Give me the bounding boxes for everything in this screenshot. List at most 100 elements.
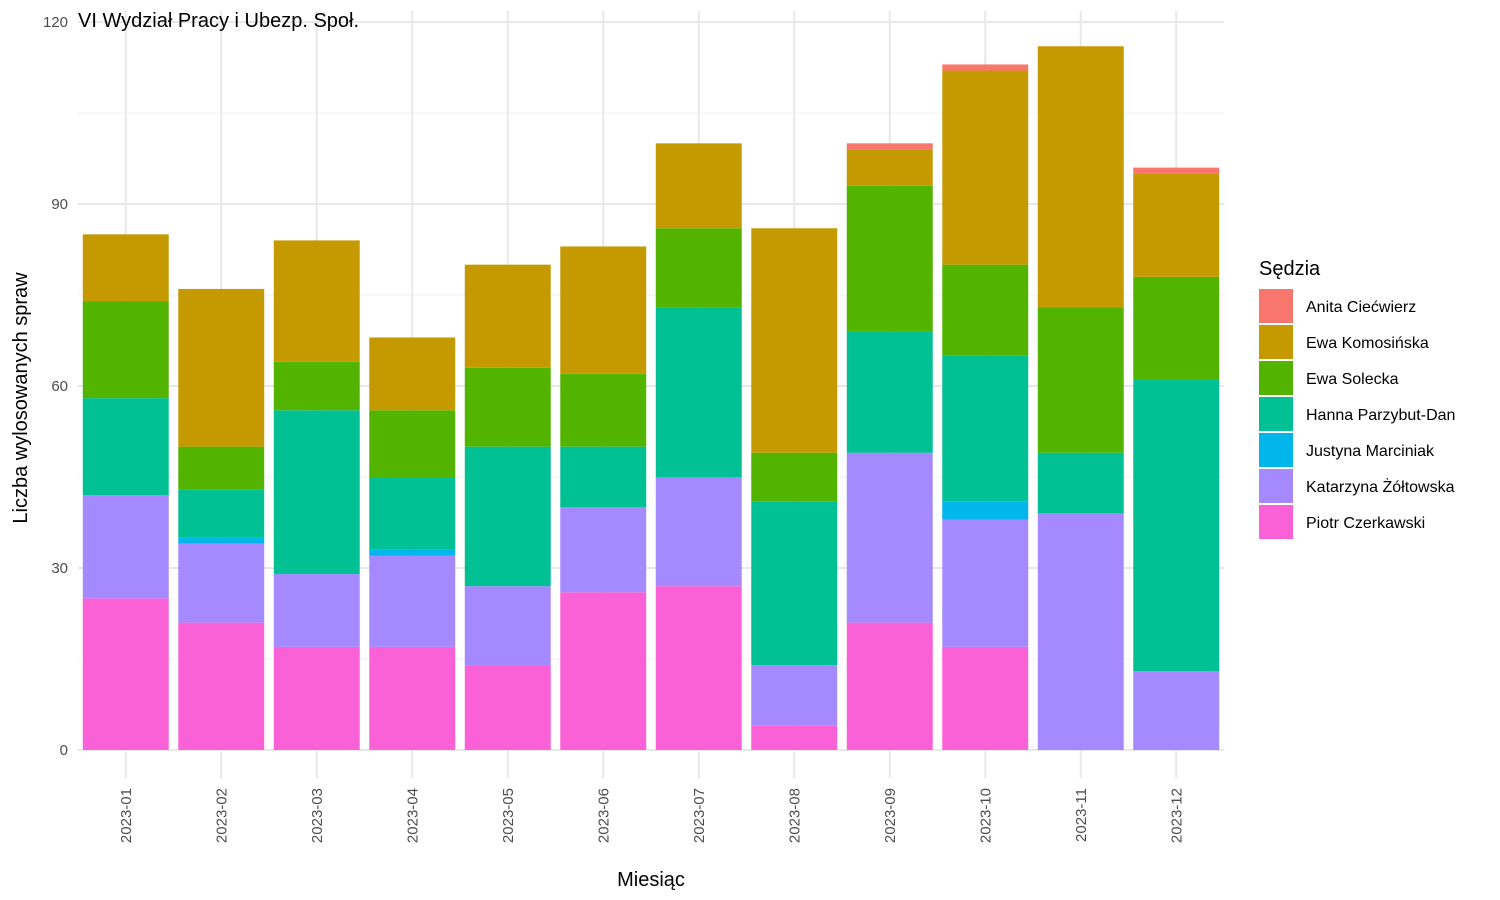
- x-tick-label: 2023-08: [786, 788, 803, 843]
- legend-swatch: [1259, 469, 1293, 503]
- y-tick-label: 60: [51, 378, 68, 395]
- y-tick-label: 30: [51, 560, 68, 577]
- bar-segment: [655, 586, 742, 750]
- bar-segment: [464, 367, 551, 447]
- bar-segment: [82, 398, 169, 496]
- bar-segment: [846, 622, 933, 750]
- bar-segment: [751, 501, 838, 666]
- legend-swatch: [1259, 433, 1293, 467]
- bar-segment: [655, 307, 742, 477]
- legend-label: Ewa Komosińska: [1306, 335, 1429, 352]
- bar-segment: [464, 665, 551, 750]
- x-tick-label: 2023-10: [977, 788, 994, 843]
- bar-segment: [942, 64, 1029, 71]
- bar-segment: [942, 70, 1029, 265]
- bar-segment: [464, 586, 551, 666]
- bar-segment: [82, 234, 169, 302]
- bar-segment: [751, 228, 838, 453]
- x-tick-label: 2023-06: [595, 788, 612, 843]
- y-axis-label: Liczba wylosowanych spraw: [10, 272, 32, 524]
- bar-segment: [82, 495, 169, 599]
- y-tick-label: 90: [51, 196, 68, 213]
- legend-label: Ewa Solecka: [1306, 371, 1399, 388]
- bar-segment: [1133, 276, 1220, 380]
- x-axis-label: Miesiąc: [617, 869, 685, 891]
- bar-segment: [751, 725, 838, 750]
- bar-segment: [560, 592, 647, 750]
- x-axis-ticks: 2023-01 2023-02 2023-03 2023-04 2023-05 2023-…: [118, 788, 1186, 843]
- bar-segment: [178, 537, 265, 544]
- bar-segment: [1133, 671, 1220, 750]
- bar-segment: [178, 622, 265, 750]
- bars: [82, 46, 1220, 750]
- bar-segment: [1133, 167, 1220, 174]
- bar-segment: [178, 288, 265, 447]
- bar-segment: [942, 355, 1029, 502]
- bar-segment: [273, 646, 360, 750]
- x-tick-label: 2023-02: [213, 788, 230, 843]
- chart-title: VI Wydział Pracy i Ubezp. Społ.: [78, 10, 359, 32]
- bar-segment: [751, 452, 838, 502]
- bar-segment: [273, 361, 360, 411]
- y-tick-label: 0: [60, 742, 68, 759]
- legend-label: Anita Ciećwierz: [1306, 299, 1416, 316]
- bar-segment: [178, 543, 265, 623]
- bar-segment: [560, 246, 647, 374]
- bar-segment: [1133, 173, 1220, 277]
- y-axis-ticks: 0 30 60 90 120: [43, 14, 68, 759]
- bar-segment: [751, 665, 838, 726]
- x-tick-label: 2023-05: [500, 788, 517, 843]
- legend: Sędzia Anita Ciećwierz Ewa Komosińska Ewa …: [1259, 258, 1455, 539]
- bar-segment: [1037, 452, 1124, 514]
- bar-segment: [846, 149, 933, 186]
- bar-segment: [178, 446, 265, 490]
- bar-segment: [846, 452, 933, 623]
- bar-segment: [1037, 513, 1124, 750]
- y-tick-label: 120: [43, 14, 68, 31]
- bar-segment: [369, 477, 456, 550]
- bar-segment: [178, 489, 265, 538]
- bar-segment: [942, 501, 1029, 520]
- bar-segment: [273, 410, 360, 575]
- bar-segment: [369, 410, 456, 477]
- bar-segment: [655, 228, 742, 308]
- bar-segment: [82, 598, 169, 750]
- x-tick-label: 2023-01: [118, 788, 135, 843]
- bar-segment: [369, 549, 456, 556]
- bar-segment: [82, 301, 169, 399]
- bar-segment: [273, 574, 360, 647]
- bar-segment: [942, 264, 1029, 356]
- bar-segment: [1037, 46, 1124, 308]
- bar-segment: [369, 337, 456, 411]
- bar-segment: [1133, 379, 1220, 672]
- bar-segment: [655, 477, 742, 587]
- bar-segment: [846, 331, 933, 453]
- legend-swatch: [1259, 325, 1293, 359]
- legend-label: Justyna Marciniak: [1306, 443, 1435, 460]
- bar-segment: [560, 446, 647, 508]
- bar-segment: [942, 519, 1029, 647]
- bar-segment: [464, 446, 551, 587]
- bar-segment: [464, 264, 551, 368]
- bar-segment: [560, 373, 647, 447]
- x-tick-label: 2023-04: [404, 788, 421, 843]
- bar-segment: [1037, 307, 1124, 453]
- legend-swatch: [1259, 361, 1293, 395]
- legend-title: Sędzia: [1259, 258, 1321, 280]
- x-tick-label: 2023-03: [309, 788, 326, 843]
- bar-segment: [273, 240, 360, 362]
- bar-segment: [560, 507, 647, 593]
- x-tick-label: 2023-09: [882, 788, 899, 843]
- legend-label: Hanna Parzybut-Dan: [1306, 407, 1455, 424]
- x-tick-label: 2023-11: [1073, 788, 1090, 842]
- x-tick-label: 2023-07: [691, 788, 708, 843]
- bar-segment: [369, 646, 456, 750]
- legend-label: Katarzyna Żółtowska: [1306, 477, 1455, 496]
- legend-swatch: [1259, 505, 1293, 539]
- legend-label: Piotr Czerkawski: [1306, 515, 1425, 532]
- bar-segment: [942, 646, 1029, 750]
- bar-segment: [369, 555, 456, 647]
- bar-segment: [655, 143, 742, 229]
- bar-segment: [846, 185, 933, 332]
